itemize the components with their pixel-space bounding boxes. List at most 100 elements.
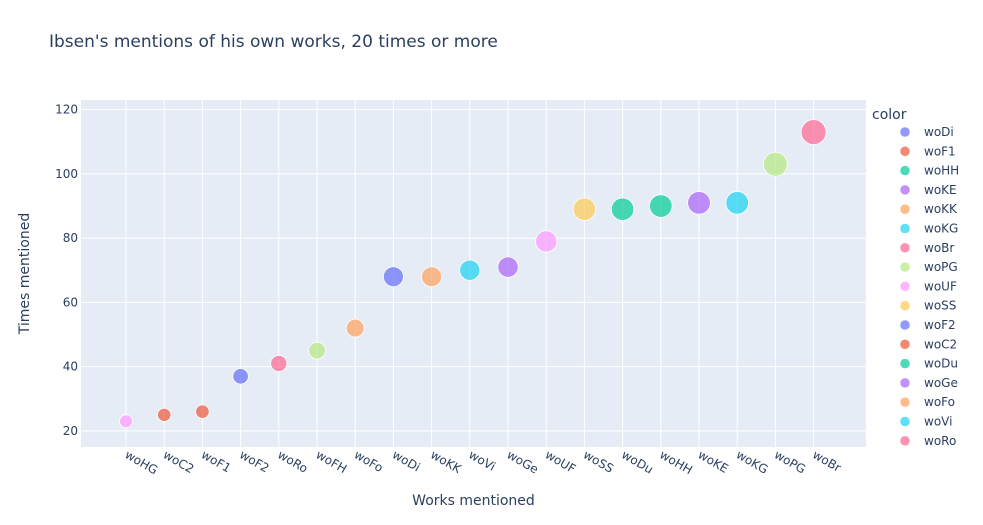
data-point [610, 197, 635, 221]
legend-marker [899, 184, 911, 196]
x-tick-label: woGe [505, 447, 541, 476]
legend-label: woBr [924, 241, 954, 255]
legend-label: woF1 [924, 144, 956, 158]
legend-marker [899, 281, 911, 292]
legend-item[interactable]: woC2 [899, 337, 957, 351]
legend-item[interactable]: woKE [899, 183, 957, 197]
x-tick-label: woHG [123, 447, 161, 477]
x-tick-label: woBr [810, 447, 843, 474]
y-tick-label: 120 [55, 103, 78, 117]
x-tick-label: woFH [314, 447, 350, 476]
legend-marker [899, 203, 911, 215]
x-tick-label: woDu [619, 447, 655, 476]
data-points [119, 119, 827, 429]
x-tick-label: woKK [428, 447, 464, 476]
data-point [725, 191, 749, 215]
legend-marker [899, 339, 911, 350]
x-gridlines [125, 100, 815, 447]
x-tick-label: woFo [352, 447, 386, 475]
legend-marker [899, 242, 911, 254]
x-tick-label: woRo [275, 447, 310, 475]
data-point [232, 368, 249, 385]
y-tick-label: 80 [63, 231, 78, 245]
legend-marker [899, 416, 911, 427]
legend-label: woUF [924, 279, 957, 293]
data-point [497, 256, 519, 278]
y-axis-title: Times mentioned [17, 213, 33, 335]
legend-marker [899, 126, 911, 138]
data-point [195, 404, 210, 419]
x-tick-label: woKG [734, 447, 771, 476]
legend-item[interactable]: woKG [899, 222, 958, 236]
legend-label: woF2 [924, 318, 956, 332]
data-point [535, 230, 558, 253]
legend-label: woKK [924, 202, 958, 216]
legend-item[interactable]: woDu [899, 357, 958, 371]
y-tick-label: 60 [63, 295, 78, 309]
legend-item[interactable]: woPG [899, 260, 958, 274]
legend-label: woGe [924, 376, 958, 390]
legend-item[interactable]: woFo [899, 395, 955, 409]
legend-item[interactable]: woF1 [899, 144, 956, 158]
data-point [157, 407, 172, 422]
legend-label: woKE [924, 183, 957, 197]
legend-marker [899, 300, 911, 311]
y-tick-labels: 20 40 60 80 100 120 [55, 103, 78, 438]
legend-item[interactable]: woUF [899, 279, 957, 293]
legend-label: woVi [924, 415, 952, 429]
legend-marker [899, 358, 911, 369]
data-point [119, 414, 133, 429]
x-tick-label: woF2 [237, 447, 271, 475]
legend-item[interactable]: woRo [899, 434, 956, 448]
legend-item[interactable]: woVi [899, 415, 952, 429]
x-tick-label: woVi [466, 447, 498, 473]
legend-marker [899, 146, 911, 157]
chart-title: Ibsen's mentions of his own works, 20 ti… [49, 32, 498, 52]
legend-marker [899, 223, 911, 234]
legend-marker [899, 319, 911, 331]
x-tick-label: woUF [543, 447, 579, 476]
legend-item[interactable]: woF2 [899, 318, 956, 332]
y-tick-label: 40 [63, 360, 78, 374]
legend-title: color [872, 107, 907, 123]
legend-item[interactable]: woDi [899, 125, 954, 139]
data-point [800, 119, 827, 146]
legend-marker [899, 165, 911, 176]
legend-marker [899, 435, 911, 447]
x-axis-title: Works mentioned [412, 493, 535, 509]
x-tick-labels: woHG woC2 woF1 woF2 woRo woFH woFo woDi woKK woVi… [123, 447, 844, 477]
legend-item[interactable]: woSS [899, 299, 956, 313]
legend-label: woPG [924, 260, 958, 274]
x-tick-label: woHH [657, 447, 694, 477]
legend-marker [899, 377, 911, 389]
legend-marker [899, 261, 911, 273]
legend-label: woKG [924, 222, 958, 236]
data-point [459, 259, 481, 281]
legend-item[interactable]: woBr [899, 241, 954, 255]
legend-item[interactable]: woGe [899, 376, 958, 390]
data-point [572, 197, 597, 221]
data-point [345, 318, 365, 338]
data-point [687, 191, 711, 215]
x-tick-label: woDi [390, 447, 423, 474]
data-point [762, 151, 788, 177]
x-tick-label: woC2 [161, 447, 197, 476]
data-point [270, 354, 288, 372]
legend-item[interactable]: woHH [899, 164, 959, 178]
legend-label: woDi [924, 125, 954, 139]
legend-label: woDu [924, 357, 958, 371]
x-tick-label: woF1 [199, 447, 233, 475]
legend-marker [899, 396, 911, 408]
legend[interactable]: color woDi woF1 woHH woKE woKK woKG woBr woPG wo… [872, 107, 959, 448]
y-gridlines [81, 109, 866, 432]
x-tick-label: woKE [696, 447, 731, 475]
y-tick-label: 100 [55, 167, 78, 181]
x-tick-label: woPG [772, 447, 808, 476]
x-tick-label: woSS [581, 447, 616, 475]
data-point [382, 266, 404, 288]
data-point [308, 341, 326, 360]
legend-item[interactable]: woKK [899, 202, 958, 216]
data-point [649, 194, 673, 218]
legend-label: woSS [924, 299, 956, 313]
